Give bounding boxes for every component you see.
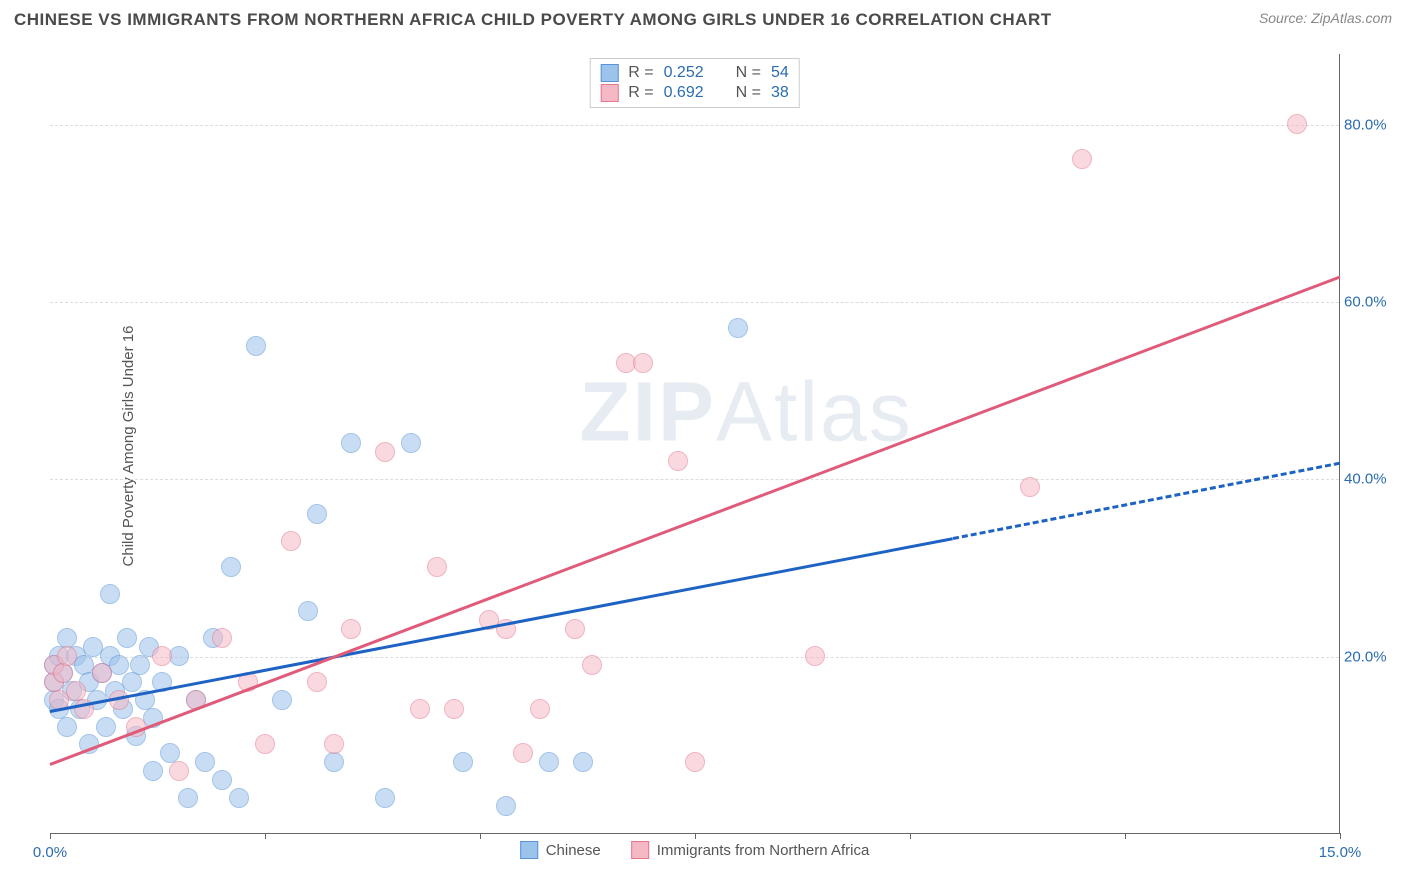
data-point-chinese (272, 690, 292, 710)
trendline-chinese (50, 537, 954, 713)
n-label: N = (736, 64, 761, 82)
data-point-northern_africa (281, 531, 301, 551)
n-value-africa: 38 (771, 84, 789, 102)
data-point-northern_africa (1072, 149, 1092, 169)
data-point-northern_africa (169, 761, 189, 781)
x-tick-label: 15.0% (1319, 844, 1362, 861)
data-point-northern_africa (324, 734, 344, 754)
data-point-northern_africa (530, 699, 550, 719)
legend-item-africa: Immigrants from Northern Africa (631, 841, 870, 859)
data-point-chinese (453, 752, 473, 772)
y-tick-label: 20.0% (1344, 648, 1399, 665)
data-point-northern_africa (582, 655, 602, 675)
r-label: R = (628, 84, 653, 102)
x-tick-mark (1125, 833, 1126, 839)
legend-swatch-africa (631, 841, 649, 859)
data-point-chinese (728, 318, 748, 338)
data-point-northern_africa (212, 628, 232, 648)
r-value-chinese: 0.252 (664, 64, 704, 82)
gridline (50, 479, 1339, 480)
data-point-northern_africa (92, 663, 112, 683)
swatch-chinese (600, 64, 618, 82)
data-point-northern_africa (57, 646, 77, 666)
series-legend: Chinese Immigrants from Northern Africa (520, 841, 870, 859)
data-point-chinese (246, 336, 266, 356)
watermark: ZIPAtlas (579, 364, 912, 461)
data-point-chinese (307, 504, 327, 524)
data-point-northern_africa (1020, 477, 1040, 497)
data-point-northern_africa (668, 451, 688, 471)
data-point-northern_africa (1287, 114, 1307, 134)
x-tick-mark (910, 833, 911, 839)
data-point-chinese (100, 584, 120, 604)
data-point-chinese (130, 655, 150, 675)
scatter-plot-area: ZIPAtlas R = 0.252 N = 54 R = 0.692 N = … (50, 54, 1340, 834)
data-point-northern_africa (152, 646, 172, 666)
stats-row-africa: R = 0.692 N = 38 (600, 83, 789, 103)
n-label: N = (736, 84, 761, 102)
y-tick-label: 40.0% (1344, 471, 1399, 488)
data-point-chinese (178, 788, 198, 808)
data-point-chinese (122, 672, 142, 692)
data-point-chinese (401, 433, 421, 453)
data-point-chinese (298, 601, 318, 621)
x-tick-mark (265, 833, 266, 839)
data-point-northern_africa (427, 557, 447, 577)
r-value-africa: 0.692 (664, 84, 704, 102)
data-point-chinese (539, 752, 559, 772)
gridline (50, 125, 1339, 126)
stats-row-chinese: R = 0.252 N = 54 (600, 63, 789, 83)
data-point-northern_africa (805, 646, 825, 666)
r-label: R = (628, 64, 653, 82)
source-attribution: Source: ZipAtlas.com (1259, 10, 1392, 26)
legend-label-africa: Immigrants from Northern Africa (657, 842, 870, 859)
legend-swatch-chinese (520, 841, 538, 859)
gridline (50, 657, 1339, 658)
data-point-chinese (341, 433, 361, 453)
data-point-northern_africa (633, 353, 653, 373)
data-point-chinese (96, 717, 116, 737)
x-tick-mark (1340, 833, 1341, 839)
swatch-africa (600, 84, 618, 102)
data-point-chinese (109, 655, 129, 675)
data-point-northern_africa (375, 442, 395, 462)
data-point-northern_africa (685, 752, 705, 772)
data-point-northern_africa (444, 699, 464, 719)
data-point-chinese (57, 717, 77, 737)
x-tick-mark (695, 833, 696, 839)
data-point-northern_africa (255, 734, 275, 754)
x-tick-mark (480, 833, 481, 839)
watermark-bold: ZIP (579, 365, 716, 459)
data-point-northern_africa (341, 619, 361, 639)
legend-label-chinese: Chinese (546, 842, 601, 859)
data-point-northern_africa (565, 619, 585, 639)
data-point-northern_africa (513, 743, 533, 763)
data-point-northern_africa (307, 672, 327, 692)
data-point-chinese (573, 752, 593, 772)
legend-item-chinese: Chinese (520, 841, 601, 859)
chart-title: CHINESE VS IMMIGRANTS FROM NORTHERN AFRI… (14, 10, 1052, 30)
data-point-chinese (229, 788, 249, 808)
trendline-northern_africa (49, 276, 1340, 766)
y-tick-label: 60.0% (1344, 294, 1399, 311)
data-point-chinese (117, 628, 137, 648)
data-point-chinese (143, 761, 163, 781)
y-tick-label: 80.0% (1344, 116, 1399, 133)
n-value-chinese: 54 (771, 64, 789, 82)
data-point-northern_africa (410, 699, 430, 719)
data-point-chinese (375, 788, 395, 808)
data-point-chinese (195, 752, 215, 772)
trendline-chinese-extrapolated (953, 462, 1341, 540)
x-tick-mark (50, 833, 51, 839)
data-point-chinese (169, 646, 189, 666)
watermark-thin: Atlas (716, 365, 913, 459)
data-point-chinese (212, 770, 232, 790)
data-point-chinese (221, 557, 241, 577)
data-point-chinese (496, 796, 516, 816)
data-point-northern_africa (53, 663, 73, 683)
correlation-stats-box: R = 0.252 N = 54 R = 0.692 N = 38 (589, 58, 800, 108)
x-tick-label: 0.0% (33, 844, 67, 861)
gridline (50, 302, 1339, 303)
data-point-chinese (324, 752, 344, 772)
